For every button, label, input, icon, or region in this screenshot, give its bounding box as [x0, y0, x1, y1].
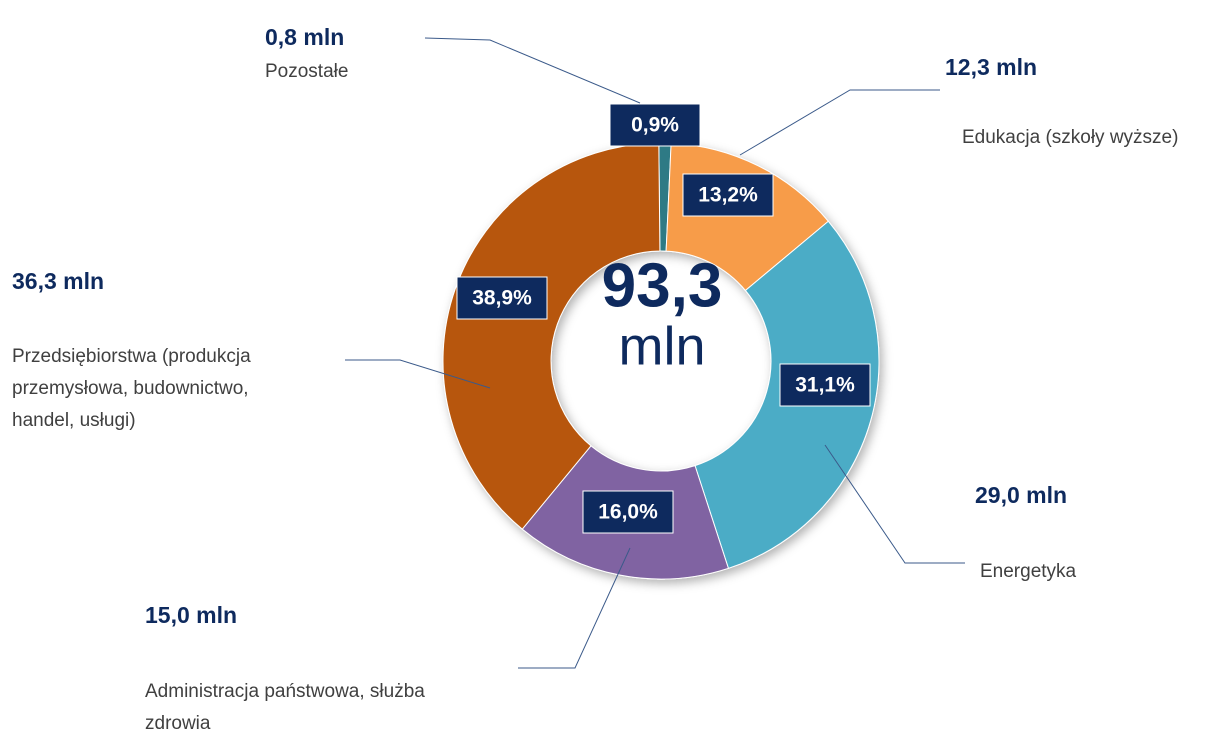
- amount-label: 29,0 mln: [975, 482, 1068, 508]
- amount-label: 36,3 mln: [12, 268, 105, 294]
- percent-label-box: [609, 103, 701, 147]
- category-label: Energetyka: [980, 561, 1077, 582]
- category-label: Administracja państwowa, służba zdrowia: [145, 681, 425, 734]
- amount-label: 15,0 mln: [145, 602, 238, 628]
- percent-label-box: [779, 363, 871, 407]
- leader-line: [739, 89, 940, 156]
- percent-labels: 0,9% 13,2% 31,1% 16,0% 38,9%: [456, 103, 871, 534]
- total-unit: mln: [618, 316, 705, 376]
- percent-label-box: [456, 276, 548, 320]
- leader-line: [345, 359, 491, 389]
- amount-label: 0,8 mln: [265, 24, 345, 50]
- donut: [442, 142, 880, 580]
- percent-label: 16,0%: [598, 501, 658, 524]
- leader-lines: [345, 37, 965, 669]
- leader-line: [518, 547, 631, 669]
- percent-label-box: [682, 173, 774, 217]
- percent-label: 38,9%: [472, 287, 532, 310]
- leader-line: [424, 37, 641, 104]
- category-label: Edukacja (szkoły wyższe): [962, 127, 1179, 148]
- percent-label: 31,1%: [795, 374, 855, 397]
- total-value: 93,3: [602, 251, 723, 320]
- category-label: Pozostałe: [265, 61, 349, 82]
- donut-slice: [442, 142, 661, 530]
- category-label: Przedsiębiorstwa (produkcja przemysłowa,…: [12, 346, 251, 431]
- amount-label: 12,3 mln: [945, 54, 1038, 80]
- percent-label-box: [582, 490, 674, 534]
- percent-label: 13,2%: [698, 184, 758, 207]
- leader-line: [824, 444, 965, 564]
- percent-label: 0,9%: [631, 114, 679, 137]
